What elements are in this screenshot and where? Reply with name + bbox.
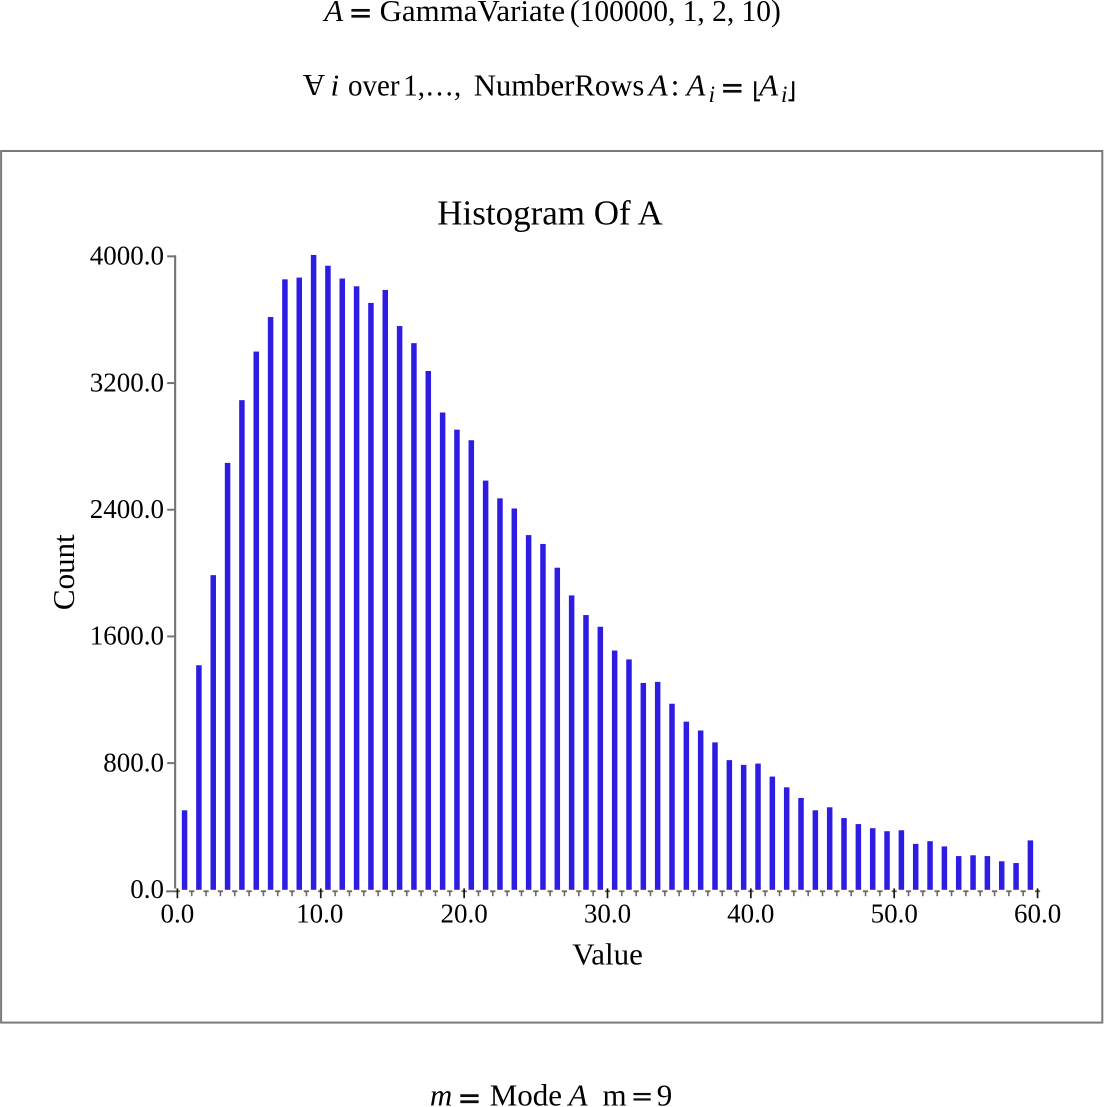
svg-text:50.0: 50.0 <box>871 898 918 928</box>
svg-text:Mode: Mode <box>490 1077 562 1107</box>
svg-text:1600.0: 1600.0 <box>90 621 164 651</box>
svg-text:9: 9 <box>657 1077 673 1107</box>
svg-text:30.0: 30.0 <box>584 898 631 928</box>
svg-text:Count: Count <box>46 534 81 610</box>
svg-text:A: A <box>647 68 669 103</box>
svg-text::: : <box>671 68 680 103</box>
svg-text:i: i <box>331 68 340 103</box>
svg-text:3200.0: 3200.0 <box>90 367 164 397</box>
svg-text:A: A <box>302 68 325 103</box>
svg-text:20.0: 20.0 <box>440 898 487 928</box>
svg-text:2400.0: 2400.0 <box>90 494 164 524</box>
svg-text:0.0: 0.0 <box>161 898 195 928</box>
svg-text:Value: Value <box>572 937 643 972</box>
svg-text:m: m <box>603 1077 627 1107</box>
svg-text:Ai: Ai <box>685 68 716 108</box>
svg-text:60.0: 60.0 <box>1014 898 1061 928</box>
svg-text:NumberRows: NumberRows <box>474 68 645 103</box>
svg-text:1,…,: 1,…, <box>403 68 461 103</box>
svg-text:Ai: Ai <box>757 68 787 108</box>
svg-text:GammaVariate: GammaVariate <box>380 0 565 28</box>
svg-text:0.0: 0.0 <box>130 874 164 904</box>
svg-text:10.0: 10.0 <box>296 898 343 928</box>
svg-text:(100000, 1, 2, 10): (100000, 1, 2, 10) <box>570 0 781 28</box>
svg-text:4000.0: 4000.0 <box>90 241 164 271</box>
svg-text:40.0: 40.0 <box>727 898 774 928</box>
svg-text:over: over <box>348 68 400 103</box>
svg-text:m: m <box>430 1077 452 1107</box>
svg-text:A: A <box>322 0 344 28</box>
svg-text:A: A <box>567 1077 589 1107</box>
svg-text:Histogram Of A: Histogram Of A <box>437 194 663 233</box>
svg-text:800.0: 800.0 <box>103 747 164 777</box>
